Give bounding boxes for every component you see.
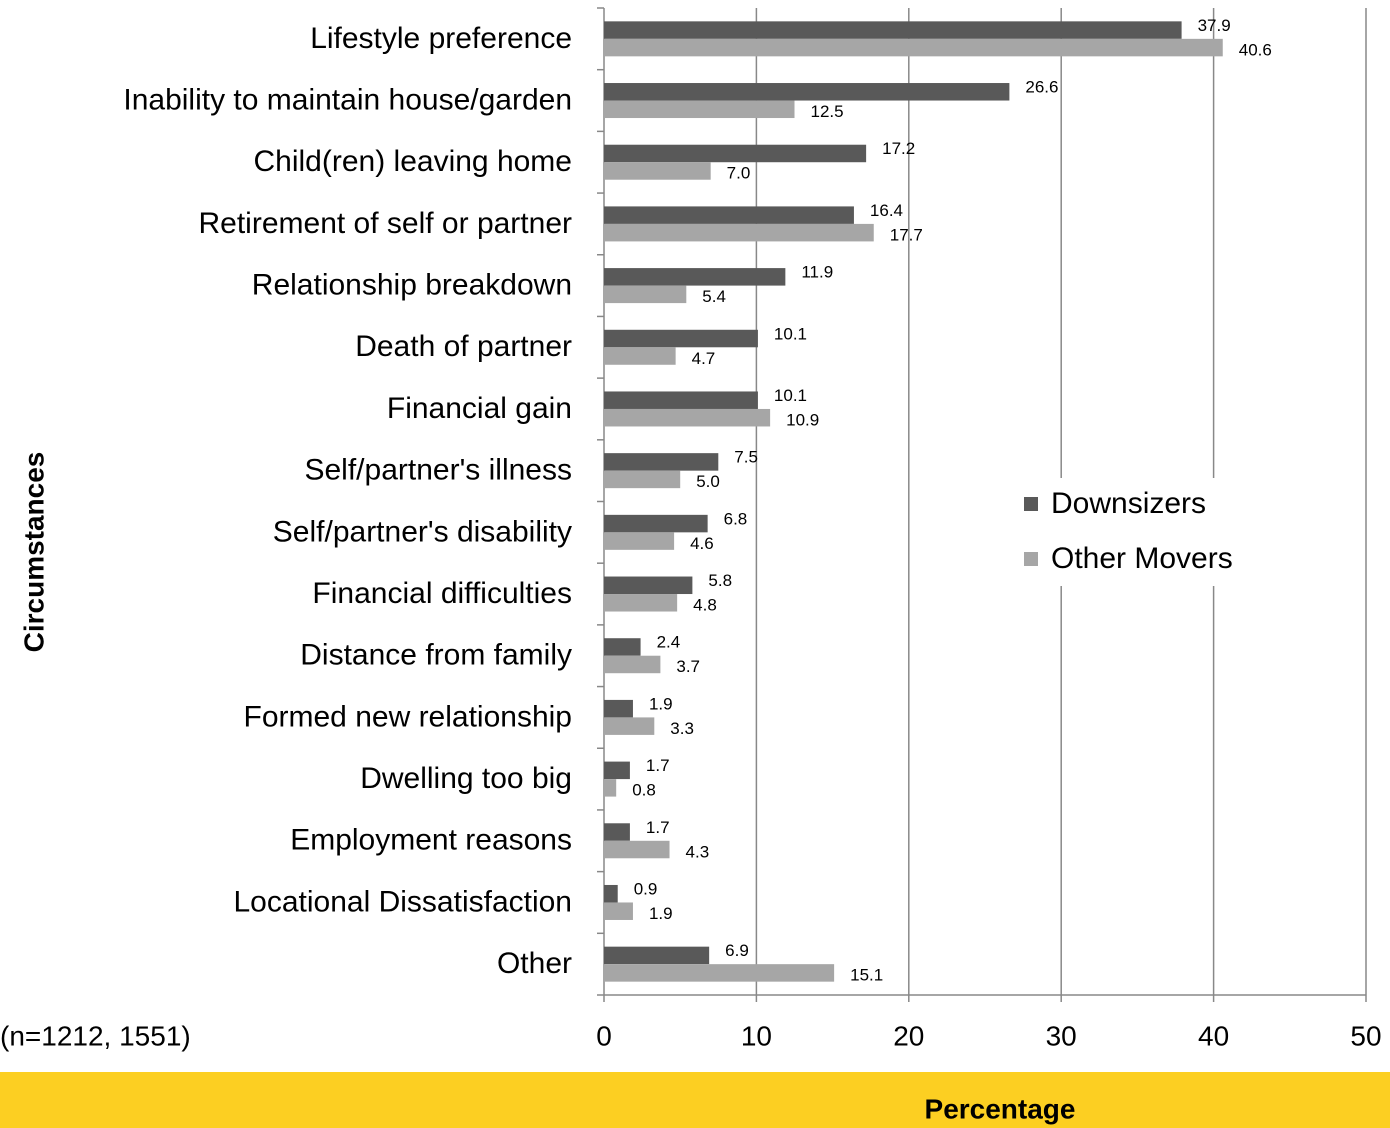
bar <box>604 329 758 348</box>
x-tick-label: 50 <box>1350 1020 1381 1051</box>
bar <box>604 761 630 780</box>
y-tick-label: Dwelling too big <box>360 762 572 795</box>
value-label: 12.5 <box>811 102 844 121</box>
value-label: 17.7 <box>890 225 923 244</box>
bar <box>604 38 1223 57</box>
value-label: 11.9 <box>801 263 833 282</box>
bar <box>604 162 711 180</box>
value-label: 4.7 <box>692 349 716 368</box>
x-label-band <box>0 1072 1390 1128</box>
value-label: 4.8 <box>693 596 717 615</box>
x-tick-label: 10 <box>741 1020 772 1051</box>
bar <box>604 594 678 612</box>
bar <box>604 285 687 304</box>
bar <box>604 100 795 119</box>
x-tick-label: 0 <box>596 1020 612 1051</box>
value-label: 5.8 <box>708 571 732 590</box>
value-label: 5.4 <box>702 287 726 306</box>
bar <box>604 964 835 982</box>
bar <box>604 823 630 841</box>
value-label: 26.6 <box>1025 78 1058 97</box>
value-label: 6.9 <box>725 941 749 960</box>
value-label: 7.5 <box>734 448 758 467</box>
value-label: 0.9 <box>634 879 658 898</box>
value-label: 37.9 <box>1198 16 1231 35</box>
bar <box>604 83 1010 101</box>
y-tick-label: Lifestyle preference <box>310 22 572 55</box>
x-axis-label: Percentage <box>925 1093 1076 1124</box>
value-label: 1.9 <box>649 904 673 923</box>
bar <box>604 655 661 674</box>
value-label: 17.2 <box>882 139 915 158</box>
legend-label: Other Movers <box>1051 542 1233 575</box>
bar <box>604 453 719 471</box>
bar <box>604 470 681 489</box>
value-label: 2.4 <box>657 633 681 652</box>
value-label: 6.8 <box>724 509 748 528</box>
value-label: 3.7 <box>676 657 700 676</box>
bar <box>604 902 633 920</box>
x-tick-label: 30 <box>1046 1020 1077 1051</box>
y-tick-label: Retirement of self or partner <box>199 207 573 240</box>
bar <box>604 268 786 286</box>
y-tick-label: Self/partner's illness <box>304 454 572 487</box>
bar <box>604 576 693 595</box>
y-tick-label: Self/partner's disability <box>273 515 572 548</box>
x-tick-label: 40 <box>1198 1020 1229 1051</box>
x-tick-label: 20 <box>893 1020 924 1051</box>
legend-box <box>1015 478 1287 586</box>
bar <box>604 699 633 718</box>
legend-swatch <box>1024 552 1038 566</box>
legend-label: Downsizers <box>1051 487 1206 520</box>
value-label: 1.7 <box>646 818 670 837</box>
bar <box>604 391 758 409</box>
y-tick-label: Formed new relationship <box>244 700 573 733</box>
value-label: 40.6 <box>1239 40 1272 59</box>
bar <box>604 206 854 224</box>
value-label: 1.9 <box>649 694 673 713</box>
value-label: 10.9 <box>786 410 819 429</box>
y-tick-label: Other <box>497 947 572 980</box>
bar <box>604 408 771 427</box>
y-tick-label: Financial gain <box>387 392 572 425</box>
value-label: 3.3 <box>670 719 694 738</box>
value-label: 1.7 <box>646 756 670 775</box>
value-label: 10.1 <box>774 324 807 343</box>
value-label: 0.8 <box>632 781 656 800</box>
bar <box>604 884 618 903</box>
legend-swatch <box>1024 497 1038 511</box>
bar <box>604 223 874 242</box>
value-label: 15.1 <box>850 966 883 985</box>
y-tick-label: Employment reasons <box>290 824 572 857</box>
annotation: (n=1212, 1551) <box>0 1020 191 1051</box>
y-tick-label: Financial difficulties <box>312 577 572 610</box>
y-tick-label: Locational Dissatisfaction <box>233 885 572 918</box>
value-label: 4.6 <box>690 534 714 553</box>
bar <box>604 717 655 735</box>
y-tick-label: Child(ren) leaving home <box>254 145 573 178</box>
bar <box>604 532 675 550</box>
bar <box>604 21 1182 39</box>
y-tick-label: Distance from family <box>300 639 572 672</box>
value-label: 4.3 <box>686 842 710 861</box>
bar <box>604 514 708 533</box>
bar <box>604 638 641 656</box>
value-label: 7.0 <box>727 164 751 183</box>
value-label: 10.1 <box>774 386 807 405</box>
bar <box>604 347 676 365</box>
y-axis-label: Circumstances <box>18 452 49 653</box>
y-tick-label: Death of partner <box>355 330 572 363</box>
bar <box>604 779 617 797</box>
bar <box>604 144 867 163</box>
bar <box>604 946 710 965</box>
y-tick-label: Relationship breakdown <box>252 269 572 302</box>
value-label: 16.4 <box>870 201 903 220</box>
bar <box>604 840 670 859</box>
y-tick-label: Inability to maintain house/garden <box>123 83 572 116</box>
value-label: 5.0 <box>696 472 720 491</box>
